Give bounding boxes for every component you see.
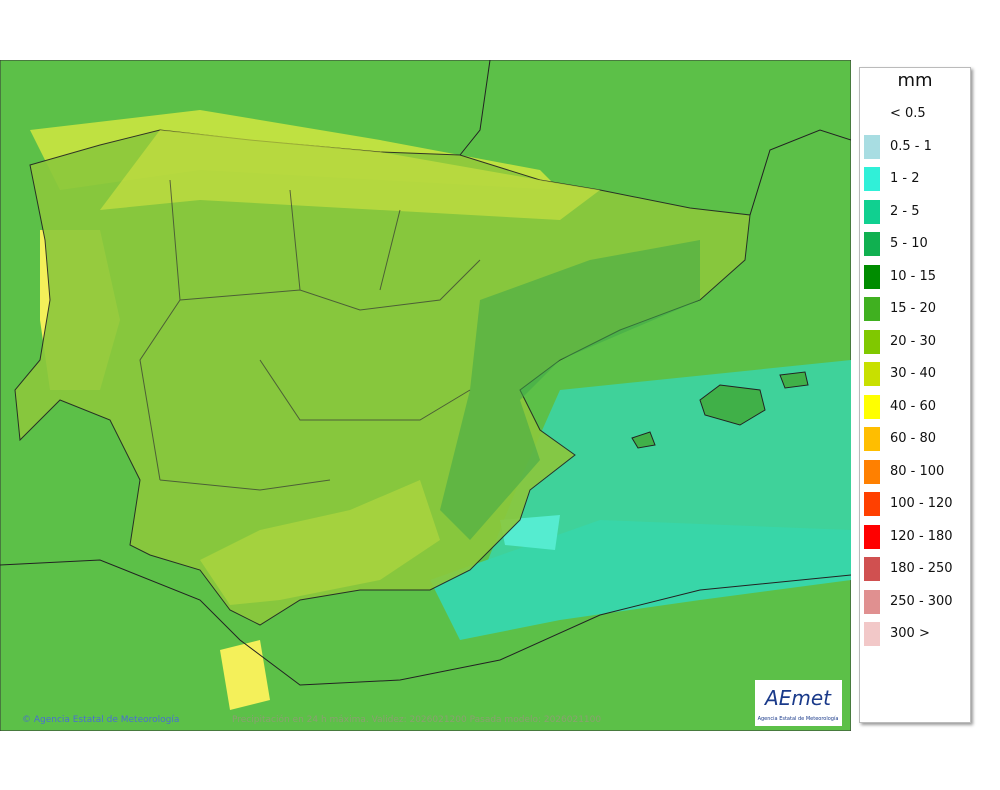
legend-item: 60 - 80 xyxy=(860,427,970,451)
legend-swatch xyxy=(864,459,880,484)
legend-label: 1 - 2 xyxy=(890,171,920,186)
legend-label: 180 - 250 xyxy=(890,561,953,576)
logo-subtitle: Agencia Estatal de Meteorología xyxy=(758,715,839,722)
legend-swatch xyxy=(864,297,880,321)
logo: AEmet xyxy=(763,686,832,710)
legend-swatch xyxy=(864,329,880,354)
sea-area xyxy=(430,520,851,640)
legend-label: 30 - 40 xyxy=(890,366,937,381)
legend-item: 30 - 40 xyxy=(860,362,970,386)
legend-item: 15 - 20 xyxy=(860,297,970,321)
legend-label: 100 - 120 xyxy=(890,496,953,511)
legend-label: 0.5 - 1 xyxy=(890,138,932,154)
legend-item: 300 > xyxy=(860,622,970,646)
legend-label: 15 - 20 xyxy=(890,301,937,316)
legend-swatch xyxy=(864,167,880,191)
legend-swatch xyxy=(864,232,880,256)
precipitation-map: © Agencia Estatal de Meteorología Precip… xyxy=(0,60,851,731)
legend-swatch xyxy=(864,557,880,581)
legend-label: 250 - 300 xyxy=(890,593,953,609)
caption: Precipitación en 24 h máxima. Validez: 2… xyxy=(232,714,601,725)
legend-item: 40 - 60 xyxy=(860,394,970,419)
legend-swatch xyxy=(864,622,880,646)
legend-item: 180 - 250 xyxy=(860,557,970,581)
rain-band xyxy=(440,240,700,540)
legend-item: 2 - 5 xyxy=(860,199,970,224)
legend-item: 10 - 15 xyxy=(860,264,970,289)
legend-swatch xyxy=(864,134,880,159)
legend-label: 20 - 30 xyxy=(890,333,937,349)
legend-item: 5 - 10 xyxy=(860,232,970,256)
logo-box xyxy=(755,680,842,726)
legend-swatch xyxy=(864,199,880,224)
legend-label: 80 - 100 xyxy=(890,463,945,479)
legend-label: 5 - 10 xyxy=(890,236,928,251)
credit: © Agencia Estatal de Meteorología xyxy=(22,715,179,725)
legend-label: 2 - 5 xyxy=(890,203,920,219)
legend-label: < 0.5 xyxy=(890,106,926,121)
legend-label: 40 - 60 xyxy=(890,398,937,414)
rain-band xyxy=(200,480,440,605)
legend-label: 120 - 180 xyxy=(890,528,953,544)
legend-swatch xyxy=(864,264,880,289)
coastline xyxy=(0,559,851,686)
legend-swatch xyxy=(864,427,880,451)
legend-label: 60 - 80 xyxy=(890,431,937,446)
rain-band xyxy=(100,130,600,220)
legend-label: 10 - 15 xyxy=(890,268,937,284)
legend-swatch xyxy=(864,362,880,386)
border xyxy=(749,129,851,216)
legend-item: 100 - 120 xyxy=(860,492,970,516)
legend-swatch xyxy=(864,394,880,419)
legend-item: 1 - 2 xyxy=(860,167,970,191)
border xyxy=(459,60,491,156)
legend-title: mm xyxy=(897,70,933,91)
legend-swatch xyxy=(864,524,880,549)
legend-item: 250 - 300 xyxy=(860,589,970,614)
rain-band xyxy=(220,640,270,710)
island xyxy=(631,431,656,449)
legend-item: < 0.5 xyxy=(860,102,970,126)
legend-swatch xyxy=(864,492,880,516)
legend-swatch xyxy=(864,589,880,614)
legend-item: 20 - 30 xyxy=(860,329,970,354)
region-border xyxy=(139,179,481,491)
legend-item: 0.5 - 1 xyxy=(860,134,970,159)
island xyxy=(779,371,809,389)
legend: mm < 0.5 0.5 - 1 1 - 2 2 - 5 5 - 10 10 - 15 15… xyxy=(859,67,971,723)
legend-item: 80 - 100 xyxy=(860,459,970,484)
legend-item: 120 - 180 xyxy=(860,524,970,549)
legend-label: 300 > xyxy=(890,626,930,641)
island xyxy=(699,384,766,426)
